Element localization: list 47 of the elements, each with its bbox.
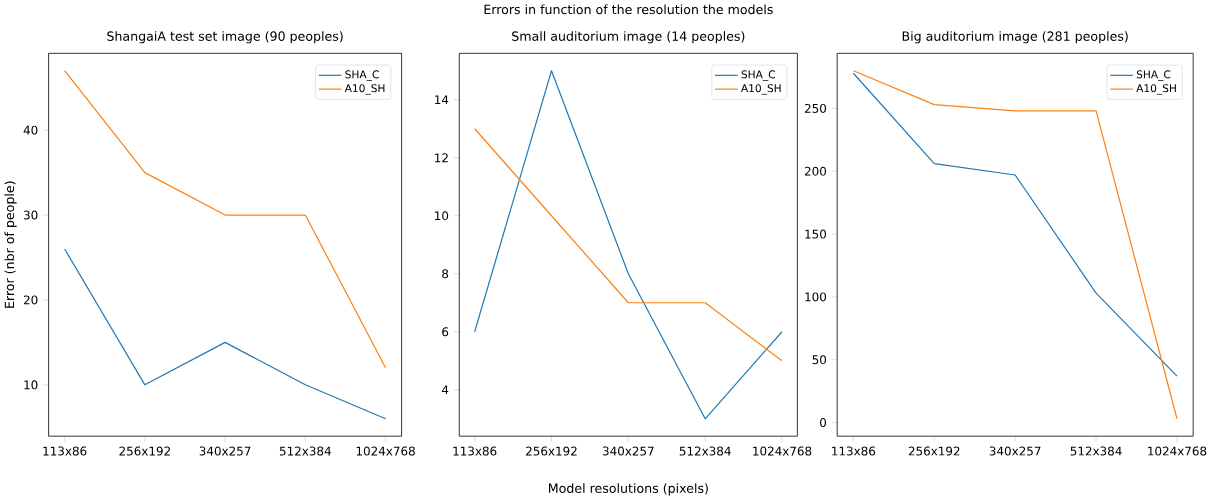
- legend-label: A10_SH: [741, 84, 781, 95]
- x-tick-label: 340x257: [989, 446, 1041, 456]
- legend-label: A10_SH: [1136, 84, 1176, 95]
- y-tick-label: 40: [23, 125, 38, 135]
- legend-label: A10_SH: [344, 84, 385, 95]
- legend-label: SHA_C: [741, 70, 776, 81]
- y-tick-label: 14: [435, 95, 449, 105]
- x-tick-label: 256x192: [119, 446, 170, 456]
- y-tick-label: 200: [804, 166, 827, 176]
- x-tick-label: 340x257: [199, 446, 251, 456]
- chart-title: ShangaiA test set image (90 peoples): [107, 31, 343, 44]
- line-series: [64, 70, 387, 369]
- y-tick-label: 8: [442, 269, 449, 279]
- legend-label: SHA_C: [1136, 70, 1171, 81]
- x-tick-label: 113x86: [832, 446, 876, 456]
- y-tick-label: 30: [23, 210, 38, 220]
- line-series: [474, 128, 783, 362]
- x-tick-label: 113x86: [43, 446, 87, 456]
- x-tick-label: 1024x768: [356, 446, 415, 456]
- chart-title: Small auditorium image (14 peoples): [512, 31, 745, 44]
- x-tick-label: 512x384: [1070, 446, 1122, 456]
- x-tick-label: 256x192: [526, 446, 577, 456]
- y-tick-label: 6: [442, 327, 449, 337]
- x-tick-label: 113x86: [453, 446, 497, 456]
- x-axis-title: Model resolutions (pixels): [549, 483, 708, 496]
- y-tick-label: 20: [23, 295, 38, 305]
- y-tick-label: 10: [24, 380, 38, 390]
- y-tick-label: 10: [435, 211, 449, 221]
- x-tick-label: 512x384: [679, 446, 731, 456]
- y-tick-label: 250: [804, 104, 827, 114]
- legend-label: SHA_C: [345, 70, 379, 81]
- x-tick-label: 1024x768: [753, 446, 812, 456]
- x-tick-label: 340x257: [602, 446, 654, 456]
- chart-title: Big auditorium image (281 peoples): [902, 31, 1128, 44]
- y-axis-title: Error (nbr of people): [4, 181, 17, 308]
- y-tick-label: 150: [805, 229, 827, 239]
- y-tick-label: 100: [805, 292, 827, 302]
- y-tick-label: 0: [820, 418, 827, 428]
- text: Errors in function of the resolution the models: [484, 4, 773, 15]
- y-tick-label: 4: [441, 385, 449, 395]
- y-tick-label: 50: [812, 355, 827, 365]
- x-tick-label: 256x192: [908, 446, 960, 456]
- x-tick-label: 512x384: [279, 446, 331, 456]
- x-tick-label: 1024x768: [1148, 446, 1207, 456]
- line-series: [474, 70, 783, 420]
- y-tick-label: 12: [435, 153, 448, 163]
- line-series: [64, 248, 387, 420]
